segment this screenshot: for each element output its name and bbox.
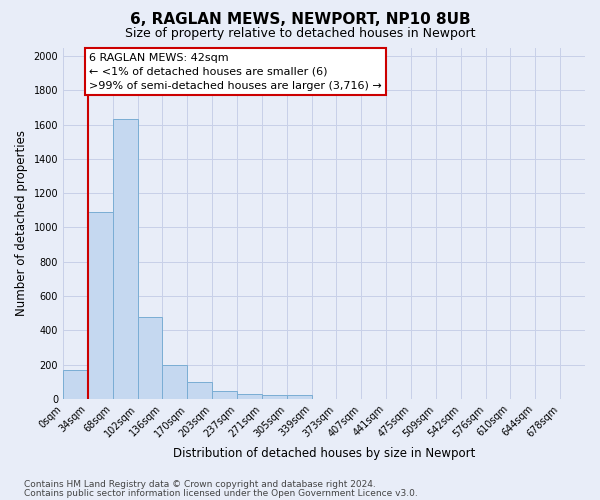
Bar xyxy=(187,382,212,399)
Text: 6, RAGLAN MEWS, NEWPORT, NP10 8UB: 6, RAGLAN MEWS, NEWPORT, NP10 8UB xyxy=(130,12,470,28)
Bar xyxy=(113,120,137,399)
Y-axis label: Number of detached properties: Number of detached properties xyxy=(15,130,28,316)
X-axis label: Distribution of detached houses by size in Newport: Distribution of detached houses by size … xyxy=(173,447,475,460)
Bar xyxy=(63,370,88,399)
Bar xyxy=(88,212,113,399)
Text: Size of property relative to detached houses in Newport: Size of property relative to detached ho… xyxy=(125,28,475,40)
Bar xyxy=(287,396,311,399)
Bar xyxy=(237,394,262,399)
Bar xyxy=(137,316,163,399)
Bar xyxy=(262,396,287,399)
Text: 6 RAGLAN MEWS: 42sqm
← <1% of detached houses are smaller (6)
>99% of semi-detac: 6 RAGLAN MEWS: 42sqm ← <1% of detached h… xyxy=(89,52,382,90)
Text: Contains public sector information licensed under the Open Government Licence v3: Contains public sector information licen… xyxy=(24,489,418,498)
Text: Contains HM Land Registry data © Crown copyright and database right 2024.: Contains HM Land Registry data © Crown c… xyxy=(24,480,376,489)
Bar xyxy=(212,391,237,399)
Bar xyxy=(163,364,187,399)
